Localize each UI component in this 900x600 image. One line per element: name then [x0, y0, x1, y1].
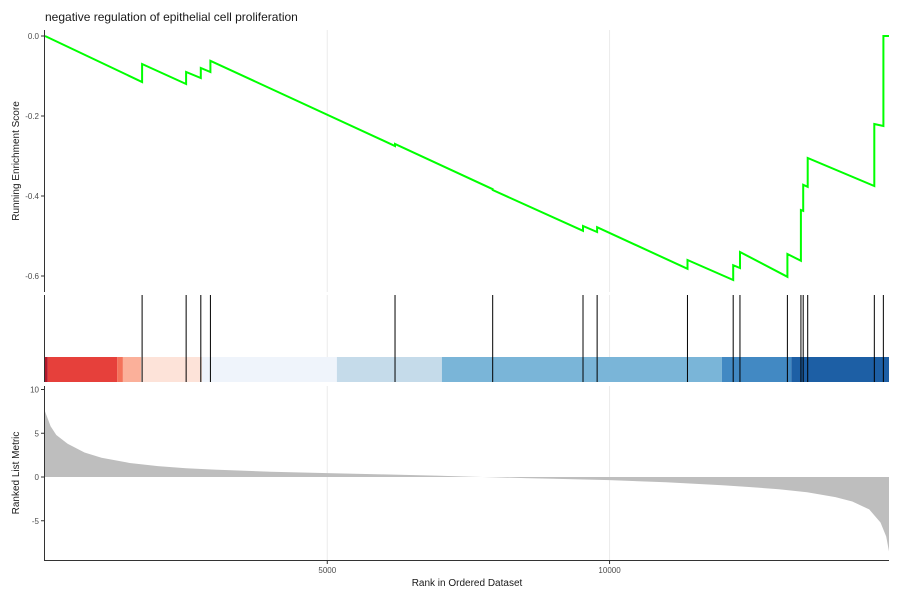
y-tick-label: 0: [35, 473, 40, 482]
x-tick-label: 5000: [318, 566, 336, 575]
hits-panel: [44, 295, 889, 382]
running-score-y-ticks: 0.0 -0.2 -0.4 -0.6: [25, 32, 44, 281]
color-bar-segment: [122, 357, 141, 382]
running-score-y-label: Running Enrichment Score: [11, 101, 22, 221]
y-tick-label: -0.2: [25, 112, 39, 121]
gene-hits: [141, 295, 884, 382]
x-axis-label: Rank in Ordered Dataset: [412, 578, 523, 589]
ranked-list-area: [45, 411, 889, 552]
x-tick-label: 10000: [598, 566, 621, 575]
y-tick-label: -5: [32, 517, 40, 526]
ranked-list-panel: 10 5 0 -5 5000 10000 Ranked List Metric Rank…: [11, 386, 889, 589]
running-score-grid: [326, 30, 611, 292]
chart-title: negative regulation of epithelial cell p…: [45, 10, 298, 24]
color-bar: [45, 357, 889, 382]
color-bar-segment: [336, 357, 442, 382]
color-bar-segment: [117, 357, 123, 382]
y-tick-label: 0.0: [28, 32, 40, 41]
color-bar-segment: [140, 357, 202, 382]
ranked-list-grid: [326, 386, 611, 561]
running-score-line: [44, 35, 889, 282]
y-tick-label: 5: [35, 429, 40, 438]
y-tick-label: -0.6: [25, 272, 39, 281]
running-score-panel: 0.0 -0.2 -0.4 -0.6 Running Enrichment Score: [11, 30, 889, 292]
x-axis-ticks: 5000 10000: [318, 561, 621, 575]
color-bar-segment: [441, 357, 722, 382]
ranked-list-y-label: Ranked List Metric: [11, 432, 22, 515]
color-bar-segment: [45, 357, 48, 382]
y-tick-label: 10: [30, 386, 39, 395]
y-tick-label: -0.4: [25, 192, 39, 201]
color-bar-segment: [201, 357, 337, 382]
ranked-list-y-ticks: 10 5 0 -5: [30, 386, 44, 526]
color-bar-segment: [721, 357, 792, 382]
color-bar-segment: [47, 357, 118, 382]
